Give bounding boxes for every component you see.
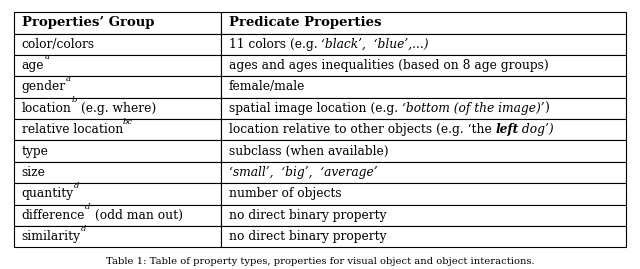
Bar (14, 140, 221, 162)
Bar (14, 226, 221, 247)
Text: b: b (72, 96, 77, 104)
Bar (221, 183, 626, 205)
Text: gender: gender (22, 80, 66, 94)
Text: (e.g. where): (e.g. where) (77, 102, 156, 115)
Text: no direct binary property: no direct binary property (228, 230, 386, 243)
Text: a: a (44, 53, 49, 61)
Bar (221, 140, 626, 162)
Text: Predicate Properties: Predicate Properties (228, 16, 381, 29)
Bar (14, 183, 221, 205)
Text: bc: bc (123, 118, 133, 126)
Bar (14, 34, 221, 55)
Bar (221, 162, 626, 183)
Text: size: size (22, 166, 45, 179)
Text: a: a (66, 75, 71, 83)
Text: left: left (495, 123, 518, 136)
Bar (221, 205, 626, 226)
Text: d: d (85, 203, 90, 211)
Bar (14, 12, 221, 34)
Bar (14, 119, 221, 140)
Text: no direct binary property: no direct binary property (228, 209, 386, 222)
Bar (221, 55, 626, 76)
Bar (221, 226, 626, 247)
Bar (14, 205, 221, 226)
Text: ages and ages inequalities (based on 8 age groups): ages and ages inequalities (based on 8 a… (228, 59, 548, 72)
Text: ‘bottom (of the image)’: ‘bottom (of the image)’ (401, 102, 544, 115)
Bar (14, 76, 221, 98)
Text: 11 colors (e.g.: 11 colors (e.g. (228, 38, 321, 51)
Text: age: age (22, 59, 44, 72)
Text: female/male: female/male (228, 80, 305, 94)
Text: ‘small’,  ‘big’,  ‘average’: ‘small’, ‘big’, ‘average’ (228, 166, 377, 179)
Text: d: d (81, 225, 86, 232)
Text: subclass (when available): subclass (when available) (228, 145, 388, 158)
Text: similarity: similarity (22, 230, 81, 243)
Bar (14, 55, 221, 76)
Text: ): ) (544, 102, 549, 115)
Text: ‘black’,  ‘blue’,...): ‘black’, ‘blue’,...) (321, 38, 429, 51)
Text: relative location: relative location (22, 123, 123, 136)
Text: d: d (74, 182, 79, 190)
Bar (14, 98, 221, 119)
Text: number of objects: number of objects (228, 187, 341, 200)
Text: location: location (22, 102, 72, 115)
Bar (221, 76, 626, 98)
Text: type: type (22, 145, 49, 158)
Text: color/colors: color/colors (22, 38, 95, 51)
Bar (221, 119, 626, 140)
Bar (221, 98, 626, 119)
Bar (14, 162, 221, 183)
Text: dog’): dog’) (518, 123, 554, 136)
Bar (221, 12, 626, 34)
Text: spatial image location (e.g.: spatial image location (e.g. (228, 102, 401, 115)
Text: (odd man out): (odd man out) (90, 209, 182, 222)
Text: location relative to other objects (e.g. ‘the: location relative to other objects (e.g.… (228, 123, 495, 136)
Text: Table 1: Table of property types, properties for visual object and object intera: Table 1: Table of property types, proper… (106, 257, 534, 266)
Text: quantity: quantity (22, 187, 74, 200)
Text: Properties’ Group: Properties’ Group (22, 16, 154, 29)
Text: difference: difference (22, 209, 85, 222)
Bar (221, 34, 626, 55)
